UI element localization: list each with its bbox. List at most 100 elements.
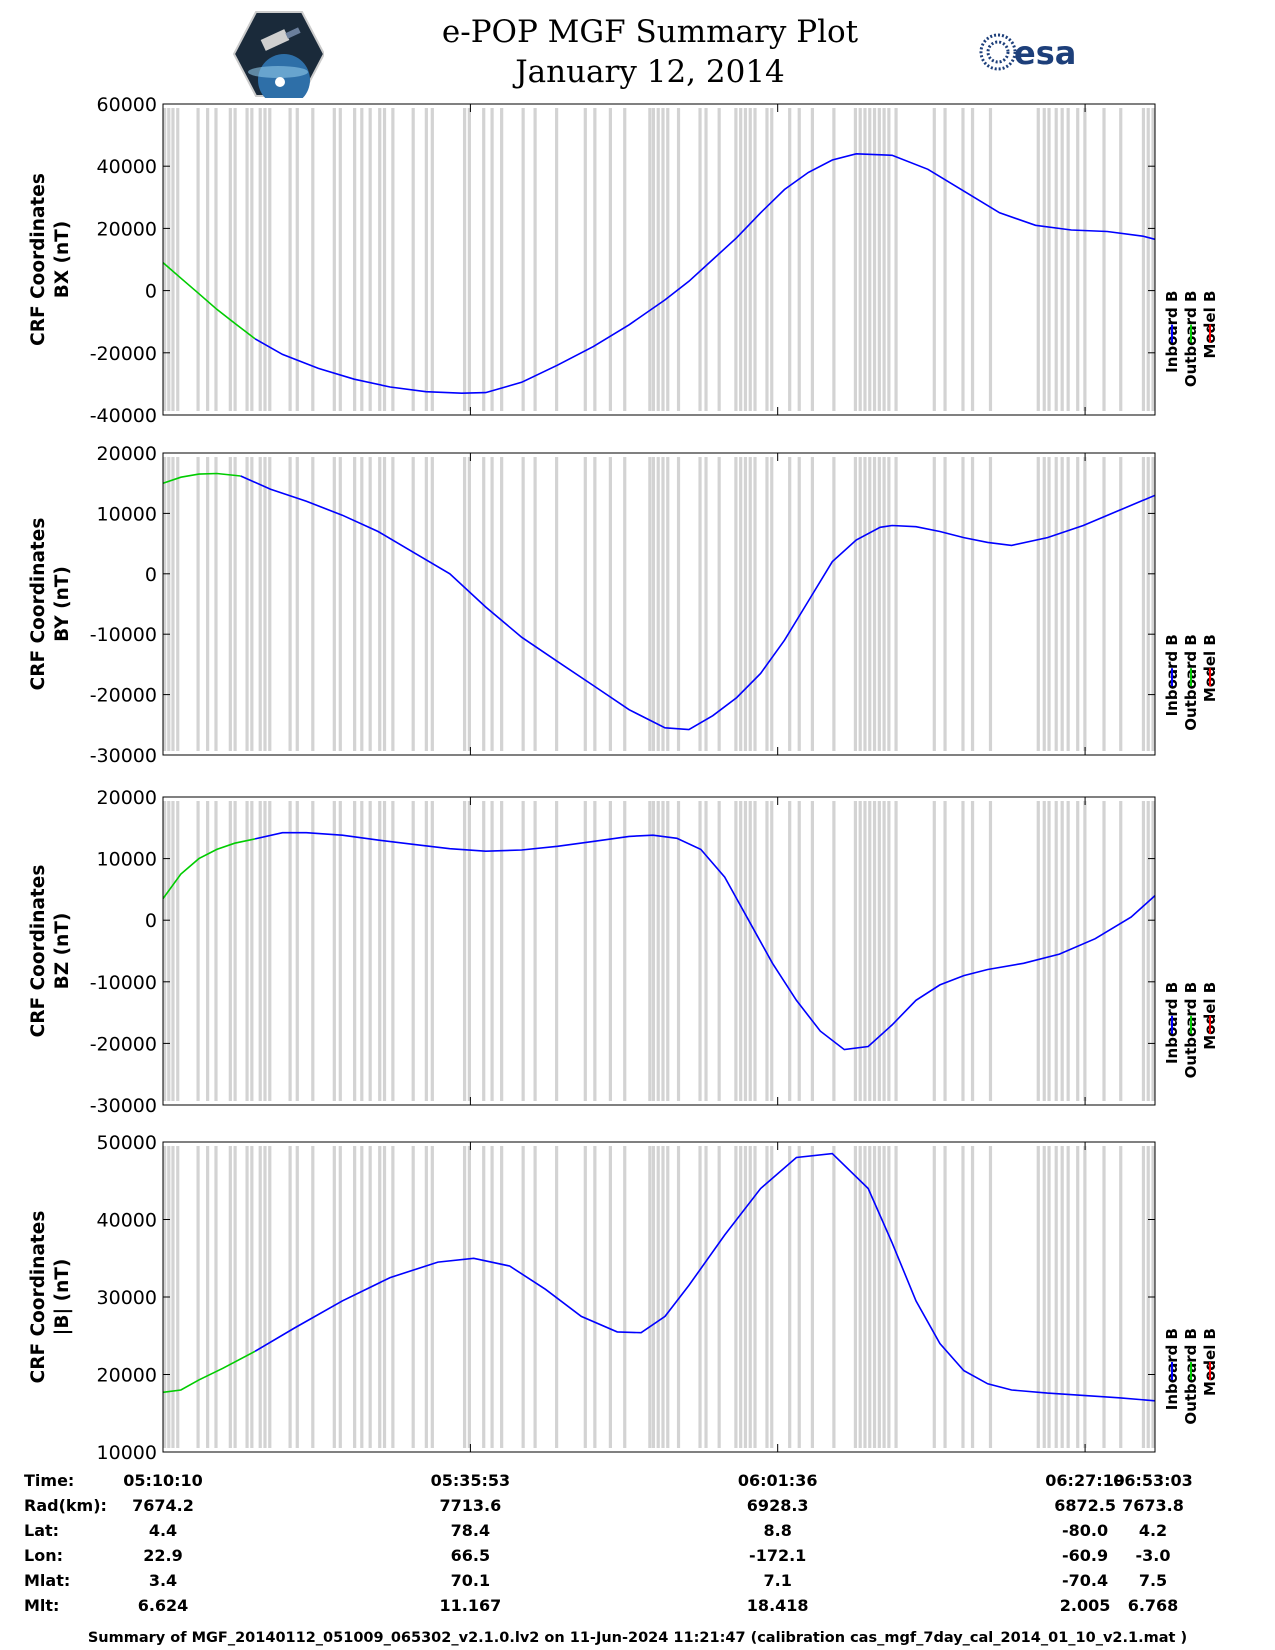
data-gap-stripe (853, 801, 858, 1101)
series-line-outboard-b (162, 261, 256, 340)
data-gap-stripe (704, 801, 708, 1101)
data-gap-stripe (214, 457, 218, 751)
data-gap-stripe (196, 457, 200, 751)
data-gap-stripe (1066, 108, 1070, 411)
data-gap-stripe (521, 801, 525, 1101)
data-gap-stripe (533, 801, 537, 1101)
data-gap-stripe (753, 108, 757, 411)
data-gap-stripe (651, 457, 656, 751)
data-gap-stripe (932, 1146, 936, 1448)
data-gap-stripe (748, 108, 752, 411)
series-line-outboard-b (162, 1350, 256, 1394)
data-gap-stripe (593, 1146, 597, 1448)
data-gap-stripe (258, 457, 262, 751)
data-gap-stripe (853, 108, 858, 411)
ephemeris-cell: 11.167 (440, 1596, 502, 1615)
ephemeris-cell: 4.2 (1139, 1521, 1167, 1540)
data-gap-stripe (583, 108, 587, 411)
data-gap-stripe (555, 457, 559, 751)
data-gap-stripe (1146, 457, 1150, 751)
data-gap-stripe (533, 108, 537, 411)
y-tick-label: 50000 (97, 1132, 157, 1154)
data-gap-stripe (988, 1146, 993, 1448)
data-gap-stripe (863, 801, 867, 1101)
ephemeris-row-label: Rad(km): (24, 1496, 107, 1515)
data-gap-stripe (424, 457, 428, 751)
ephemeris-cell: 6872.5 (1054, 1496, 1116, 1515)
data-gap-stripe (338, 801, 342, 1101)
data-gap-stripe (623, 457, 627, 751)
data-gap-stripe (338, 108, 342, 411)
series-line-outboard-b (162, 838, 256, 900)
data-gap-stripe (676, 108, 681, 411)
data-gap-stripe (743, 108, 748, 411)
data-gap-stripe (1054, 1146, 1058, 1448)
data-gap-stripe (1119, 1146, 1123, 1448)
data-gap-stripe (593, 457, 597, 751)
data-gap-stripe (932, 801, 936, 1101)
y-tick-label: 10000 (97, 1442, 157, 1464)
data-gap-stripe (748, 801, 752, 1101)
legend-label: Model B (1201, 982, 1219, 1050)
ephemeris-row-label: Time: (24, 1471, 74, 1490)
data-gap-stripe (1042, 108, 1046, 411)
ephemeris-cell: 7674.2 (132, 1496, 194, 1515)
data-gap-stripe (698, 457, 702, 751)
data-gap-stripe (382, 801, 387, 1101)
data-gap-stripe (943, 457, 947, 751)
data-gap-stripe (734, 801, 738, 1101)
data-gap-stripe (1047, 457, 1051, 751)
data-gap-stripe (500, 457, 504, 751)
data-gap-stripe (268, 801, 272, 1101)
ephemeris-cell: 66.5 (451, 1546, 490, 1565)
data-gap-stripe (1151, 108, 1155, 411)
ephemeris-cell: 78.4 (451, 1521, 490, 1540)
data-gap-stripe (868, 457, 872, 751)
data-gap-stripe (332, 1146, 336, 1448)
data-gap-stripe (770, 1146, 774, 1448)
data-gap-stripe (656, 801, 660, 1101)
data-gap-stripe (378, 1146, 382, 1448)
y-tick-label: 10000 (97, 503, 157, 525)
ephemeris-cell: 2.005 (1060, 1596, 1111, 1615)
data-gap-stripe (391, 1146, 395, 1448)
y-tick-label: 40000 (97, 1210, 157, 1232)
esa-logo: esa (979, 33, 1076, 72)
data-gap-stripe (288, 1146, 292, 1448)
data-gap-stripe (1036, 108, 1040, 411)
ephemeris-cell: 7.5 (1139, 1571, 1167, 1590)
data-gap-stripe (263, 108, 267, 411)
data-gap-stripe (1076, 457, 1080, 751)
data-gap-stripe (338, 1146, 342, 1448)
data-gap-stripe (462, 108, 467, 411)
data-gap-stripe (467, 1146, 471, 1448)
data-gap-stripe (743, 1146, 748, 1448)
data-gap-stripe (1060, 1146, 1064, 1448)
data-gap-stripe (863, 457, 867, 751)
data-gap-stripe (872, 1146, 877, 1448)
data-gap-stripe (228, 108, 232, 411)
data-gap-stripe (717, 1146, 721, 1448)
data-gap-stripe (206, 1146, 210, 1448)
data-gap-stripe (988, 457, 993, 751)
data-gap-stripe (311, 457, 315, 751)
data-gap-stripe (295, 1146, 299, 1448)
data-gap-stripe (623, 108, 627, 411)
data-gap-stripe (1083, 1146, 1087, 1448)
y-tick-label: 20000 (97, 1365, 157, 1387)
y-tick-label: 40000 (97, 156, 157, 178)
data-gap-stripe (1102, 1146, 1106, 1448)
data-gap-stripe (163, 801, 167, 1101)
data-gap-stripe (482, 1146, 486, 1448)
data-gap-stripe (1054, 457, 1058, 751)
data-gap-stripe (250, 1146, 254, 1448)
ephemeris-cell: 05:35:53 (431, 1471, 511, 1490)
data-gap-stripe (1151, 457, 1155, 751)
data-gap-stripe (739, 108, 743, 411)
data-gap-stripe (894, 457, 898, 751)
data-gap-stripe (734, 1146, 738, 1448)
data-gap-stripe (1141, 801, 1146, 1101)
legend: Inboard B Outboard B Model B (1163, 1328, 1219, 1425)
data-gap-stripe (1102, 108, 1106, 411)
